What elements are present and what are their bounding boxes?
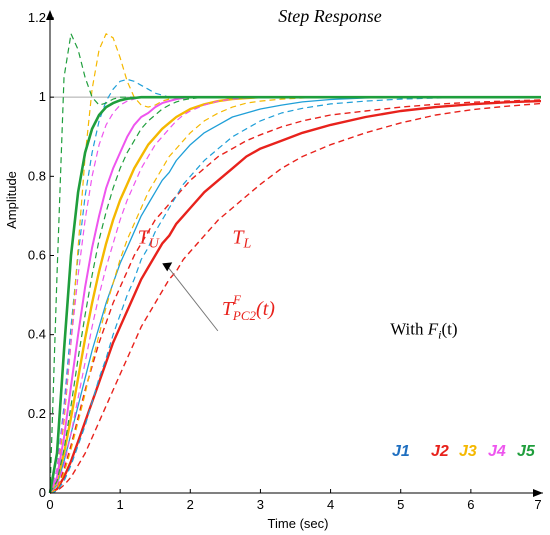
series-line-15 bbox=[49, 96, 541, 494]
chart-title: Step Response bbox=[278, 6, 381, 26]
series-line-4 bbox=[49, 96, 541, 494]
series-line-5 bbox=[49, 78, 541, 494]
legend-label-j3: J3 bbox=[459, 443, 477, 460]
x-tick-label: 0 bbox=[46, 497, 53, 512]
series-line-1 bbox=[49, 99, 542, 495]
series-line-7 bbox=[48, 95, 541, 494]
y-tick-label: 0.4 bbox=[28, 327, 46, 342]
y-tick-label: 1.2 bbox=[28, 10, 46, 25]
series-line-3 bbox=[49, 102, 542, 494]
x-axis-arrow bbox=[533, 489, 543, 497]
x-tick-label: 5 bbox=[397, 497, 404, 512]
x-tick-label: 1 bbox=[117, 497, 124, 512]
y-tick-label: 1 bbox=[39, 89, 46, 104]
annotations: TU TL TF PC2(t) With Fi(t) bbox=[138, 227, 458, 342]
annotation-with-fi: With Fi(t) bbox=[390, 320, 457, 342]
annotation-tu: TU bbox=[138, 227, 160, 252]
series-line-6 bbox=[49, 96, 541, 494]
legend: J1 J2 J3 J4 J5 bbox=[392, 443, 536, 460]
axes-layer bbox=[46, 10, 543, 497]
series-line-2 bbox=[49, 99, 542, 494]
y-tick-label: 0.2 bbox=[28, 406, 46, 421]
x-tick-label: 3 bbox=[257, 497, 264, 512]
tick-labels: 0 1 2 3 4 5 6 7 0 0.2 0.4 0.6 0.8 1 1.2 bbox=[28, 10, 542, 512]
x-tick-label: 2 bbox=[187, 497, 194, 512]
legend-label-j1: J1 bbox=[392, 443, 410, 460]
legend-label-j5: J5 bbox=[517, 443, 536, 460]
y-tick-label: 0 bbox=[39, 485, 46, 500]
series-line-10 bbox=[49, 96, 541, 494]
legend-label-j4: J4 bbox=[488, 443, 506, 460]
x-tick-label: 4 bbox=[327, 497, 334, 512]
series-line-12 bbox=[49, 96, 541, 494]
series-line-14 bbox=[49, 33, 541, 494]
x-axis-title: Time (sec) bbox=[268, 516, 329, 531]
series-line-8 bbox=[49, 33, 541, 494]
x-tick-label: 6 bbox=[467, 497, 474, 512]
series-line-13 bbox=[48, 95, 541, 494]
annotation-tl: TL bbox=[232, 227, 251, 252]
annotation-arrow-line bbox=[167, 267, 219, 332]
y-tick-label: 0.6 bbox=[28, 248, 46, 263]
series-layer bbox=[48, 33, 542, 495]
annotation-arrow-head bbox=[162, 262, 173, 272]
series-line-9 bbox=[49, 96, 541, 494]
y-tick-label: 0.8 bbox=[28, 168, 46, 183]
y-axis-title: Amplitude bbox=[4, 171, 19, 229]
annotation-tpc2: TF PC2(t) bbox=[222, 292, 275, 323]
x-tick-label: 7 bbox=[534, 497, 541, 512]
legend-label-j2: J2 bbox=[431, 443, 449, 460]
series-line-11 bbox=[49, 96, 541, 494]
